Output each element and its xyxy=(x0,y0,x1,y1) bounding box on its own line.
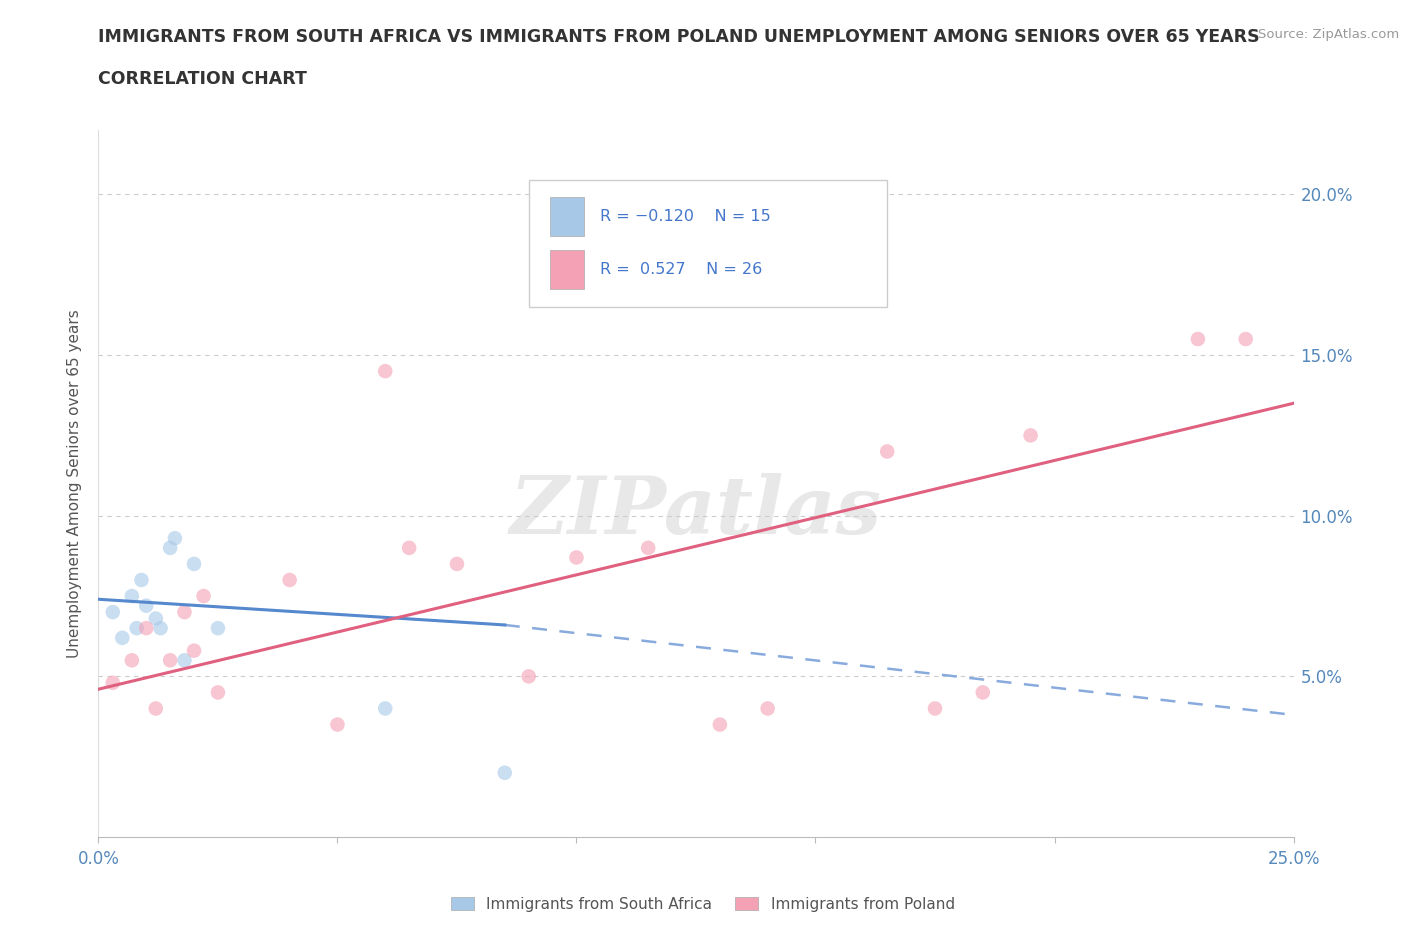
Y-axis label: Unemployment Among Seniors over 65 years: Unemployment Among Seniors over 65 years xyxy=(67,309,83,658)
Text: Source: ZipAtlas.com: Source: ZipAtlas.com xyxy=(1258,28,1399,41)
Point xyxy=(1187,332,1209,347)
Point xyxy=(163,531,186,546)
Point xyxy=(565,550,588,565)
Point xyxy=(326,717,349,732)
Point xyxy=(159,540,181,555)
Point xyxy=(828,267,851,282)
Point xyxy=(193,589,215,604)
Point xyxy=(446,556,468,571)
Point xyxy=(924,701,946,716)
Text: ZIPatlas: ZIPatlas xyxy=(510,473,882,551)
Point xyxy=(972,685,994,700)
Point xyxy=(183,556,205,571)
Legend: Immigrants from South Africa, Immigrants from Poland: Immigrants from South Africa, Immigrants… xyxy=(446,890,960,918)
Point xyxy=(637,540,659,555)
Point xyxy=(398,540,420,555)
Point xyxy=(207,685,229,700)
Point xyxy=(173,653,195,668)
Point xyxy=(1234,332,1257,347)
FancyBboxPatch shape xyxy=(529,179,887,307)
FancyBboxPatch shape xyxy=(550,250,583,289)
Text: CORRELATION CHART: CORRELATION CHART xyxy=(98,70,308,87)
Point xyxy=(145,611,167,626)
Point xyxy=(517,669,540,684)
Text: R = −0.120    N = 15: R = −0.120 N = 15 xyxy=(600,209,770,224)
Point xyxy=(374,701,396,716)
Point xyxy=(135,620,157,635)
Point xyxy=(183,644,205,658)
Point xyxy=(1019,428,1042,443)
Point xyxy=(101,604,124,619)
Point xyxy=(131,573,153,588)
Point xyxy=(101,675,124,690)
Point xyxy=(121,653,143,668)
FancyBboxPatch shape xyxy=(550,197,583,236)
Point xyxy=(278,573,301,588)
Text: R =  0.527    N = 26: R = 0.527 N = 26 xyxy=(600,262,762,277)
Point xyxy=(494,765,516,780)
Point xyxy=(149,620,172,635)
Point xyxy=(709,717,731,732)
Point xyxy=(135,598,157,613)
Point xyxy=(374,364,396,379)
Point xyxy=(173,604,195,619)
Point xyxy=(111,631,134,645)
Point xyxy=(207,620,229,635)
Point xyxy=(121,589,143,604)
Point xyxy=(125,620,148,635)
Point xyxy=(876,444,898,458)
Point xyxy=(756,701,779,716)
Point xyxy=(159,653,181,668)
Text: IMMIGRANTS FROM SOUTH AFRICA VS IMMIGRANTS FROM POLAND UNEMPLOYMENT AMONG SENIOR: IMMIGRANTS FROM SOUTH AFRICA VS IMMIGRAN… xyxy=(98,28,1260,46)
Point xyxy=(145,701,167,716)
